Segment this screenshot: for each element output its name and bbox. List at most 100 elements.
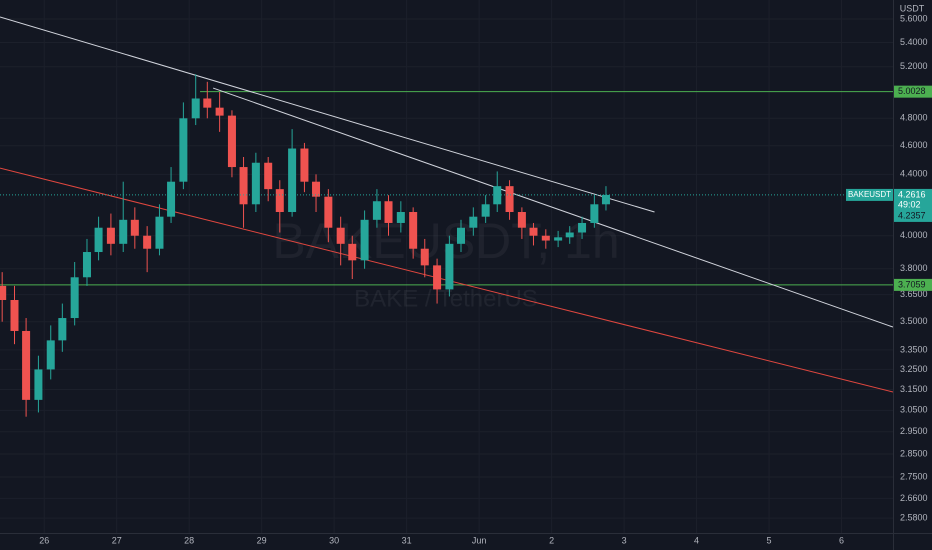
x-tick-label: 27 xyxy=(112,535,122,545)
candle-body xyxy=(155,216,164,249)
candle-body xyxy=(312,181,321,197)
candle-body xyxy=(239,167,248,205)
candle-body xyxy=(565,232,574,238)
level-label: 3.7059 xyxy=(898,279,926,289)
candle-body xyxy=(336,227,345,244)
candle-body xyxy=(94,227,103,253)
candle-body xyxy=(384,201,393,223)
x-tick-label: 4 xyxy=(694,535,699,545)
candle-body xyxy=(578,222,587,233)
candle-body xyxy=(372,201,381,220)
x-tick-label: 31 xyxy=(402,535,412,545)
candle-body xyxy=(130,219,139,236)
candle-body xyxy=(396,212,405,223)
trendline xyxy=(212,87,893,328)
candle-body xyxy=(10,299,19,331)
candle-body xyxy=(420,248,429,266)
y-tick-label: 3.1500 xyxy=(900,384,928,394)
candle-body xyxy=(409,212,418,249)
symbol-label: BAKEUSDT xyxy=(848,190,891,199)
candle-body xyxy=(505,186,514,213)
x-tick-label: 28 xyxy=(184,535,194,545)
candle-body xyxy=(143,235,152,249)
y-tick-label: 5.6000 xyxy=(900,13,928,23)
candle-body xyxy=(481,204,490,217)
candle-body xyxy=(106,227,115,244)
candle-body xyxy=(215,107,224,116)
x-tick-label: 29 xyxy=(257,535,267,545)
candle-body xyxy=(167,181,176,217)
x-tick-label: 3 xyxy=(622,535,627,545)
candle-body xyxy=(541,235,550,241)
candle-body xyxy=(251,162,260,205)
candle-body xyxy=(360,219,369,261)
grid xyxy=(0,0,893,533)
plot xyxy=(0,16,893,417)
candle-body xyxy=(264,162,273,190)
candle-body xyxy=(300,148,309,182)
candle-body xyxy=(46,340,55,370)
y-tick-label: 4.8000 xyxy=(900,113,928,123)
candle-body xyxy=(191,98,200,119)
candle-body xyxy=(469,216,478,228)
candle-body xyxy=(590,204,599,223)
level-tag xyxy=(894,85,932,98)
y-tick-label: 3.3500 xyxy=(900,344,928,354)
y-tick-label: 4.6000 xyxy=(900,140,928,150)
candle-body xyxy=(0,285,7,300)
x-tick-label: 5 xyxy=(767,535,772,545)
candle-body xyxy=(70,277,79,319)
candle-body xyxy=(82,252,91,278)
watermark-subtitle: BAKE / TetherUS xyxy=(354,285,538,312)
y-tick-label: 3.8000 xyxy=(900,263,928,273)
candle-body xyxy=(275,189,284,213)
candle-body xyxy=(34,369,43,400)
candle-body xyxy=(119,219,128,244)
candle-body xyxy=(445,243,454,290)
candle-body xyxy=(288,148,297,213)
x-tick-label: 26 xyxy=(39,535,49,545)
level-label: 5.0028 xyxy=(898,86,926,96)
trendline xyxy=(0,16,655,213)
y-tick-label: 3.2500 xyxy=(900,364,928,374)
candle-body xyxy=(203,98,212,108)
x-tick-label: 2 xyxy=(549,535,554,545)
x-tick-label: 6 xyxy=(839,535,844,545)
axis-unit: USDT xyxy=(900,3,925,13)
candle-body xyxy=(601,194,610,205)
candle-body xyxy=(58,318,67,341)
axes: 5.6000 5.4000 5.2000 4.8000 4.6000 4.4000 4.00… xyxy=(39,13,932,545)
candle-body xyxy=(22,330,31,400)
y-tick-label: 2.5800 xyxy=(900,512,928,522)
y-tick-label: 4.4000 xyxy=(900,169,928,179)
y-tick-label: 5.2000 xyxy=(900,61,928,71)
y-tick-label: 2.6600 xyxy=(900,493,928,503)
x-tick-label: Jun xyxy=(472,535,487,545)
candle-body xyxy=(529,227,538,236)
price-label: 4.2616 xyxy=(898,189,926,199)
candle-body xyxy=(324,196,333,228)
price-tag xyxy=(894,209,932,222)
candle-body xyxy=(433,265,442,290)
y-tick-label: 2.8500 xyxy=(900,448,928,458)
x-tick-label: 30 xyxy=(329,535,339,545)
candle-body xyxy=(227,115,236,168)
level-tag xyxy=(894,278,932,291)
candle-body xyxy=(179,118,188,182)
price-label: 4.2357 xyxy=(898,210,926,220)
candle-body xyxy=(456,227,466,244)
y-tick-label: 4.0000 xyxy=(900,230,928,240)
symbol-tag xyxy=(846,188,893,201)
candle-body xyxy=(517,212,526,228)
y-tick-label: 2.9500 xyxy=(900,426,928,436)
candle-body xyxy=(554,237,563,241)
y-tick-label: 3.6500 xyxy=(900,289,928,299)
y-tick-label: 3.0500 xyxy=(900,405,928,415)
candle-body xyxy=(348,243,357,261)
candle-body xyxy=(493,186,502,205)
y-tick-label: 3.5000 xyxy=(900,316,928,326)
y-tick-label: 5.4000 xyxy=(900,37,928,47)
